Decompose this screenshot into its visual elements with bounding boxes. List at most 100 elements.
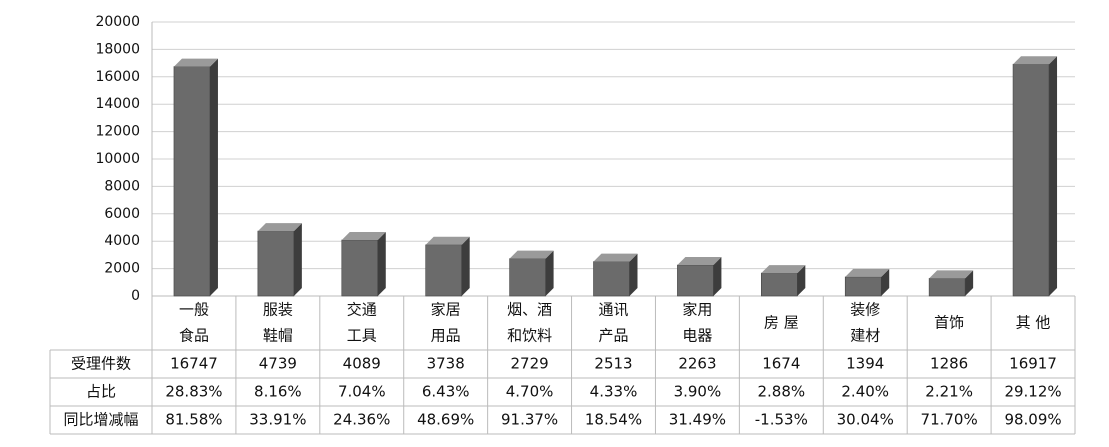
- y-tick-label: 12000: [95, 124, 140, 140]
- table-cell: 81.58%: [165, 411, 222, 429]
- table-cell: 6.43%: [422, 383, 470, 401]
- x-tick-label: 家居: [431, 301, 461, 319]
- x-tick-label: 交通: [347, 301, 377, 319]
- bar-top: [341, 231, 386, 240]
- table-cell: 91.37%: [501, 411, 558, 429]
- table-cell: 24.36%: [333, 411, 390, 429]
- bar-top: [509, 250, 554, 259]
- x-tick-label: 烟、酒: [507, 301, 552, 319]
- x-tick-label: 鞋帽: [263, 327, 293, 345]
- table-cell: 8.16%: [254, 383, 302, 401]
- bar-top: [173, 58, 218, 67]
- y-tick-label: 18000: [95, 41, 140, 57]
- bar-side: [377, 231, 386, 296]
- bar-side: [293, 223, 302, 296]
- x-tick-label: 一般: [179, 301, 209, 319]
- table-cell: 2.88%: [757, 383, 805, 401]
- table-cell: 28.83%: [165, 383, 222, 401]
- table-cell: 16747: [170, 355, 218, 373]
- bar-top: [257, 223, 302, 232]
- table-cell: 1286: [930, 355, 968, 373]
- row-label: 受理件数: [71, 355, 131, 373]
- x-tick-label: 建材: [850, 327, 880, 345]
- table-cell: 31.49%: [669, 411, 726, 429]
- bar: [257, 230, 295, 297]
- bar-side: [461, 236, 470, 296]
- x-tick-label: 用品: [431, 327, 461, 345]
- bar: [761, 272, 798, 297]
- table-cell: 2513: [594, 355, 632, 373]
- table-cell: 2729: [510, 355, 548, 373]
- table-cell: 1394: [846, 355, 884, 373]
- x-tick-label: 通讯: [598, 301, 628, 319]
- bar: [928, 278, 966, 297]
- bar: [341, 239, 379, 297]
- bar-top: [845, 268, 890, 277]
- bar-side: [209, 58, 218, 296]
- table-cell: 1674: [762, 355, 800, 373]
- bar-top: [761, 265, 806, 274]
- x-tick-label: 服装: [263, 301, 293, 319]
- x-tick-label: 首饰: [934, 314, 964, 332]
- table-cell: 18.54%: [585, 411, 642, 429]
- bar-top: [1013, 56, 1058, 65]
- y-tick-label: 10000: [95, 151, 140, 167]
- x-tick-label: 房 屋: [764, 314, 799, 332]
- row-label: 占比: [86, 383, 116, 401]
- table-cell: 4739: [259, 355, 297, 373]
- table-cell: 3.90%: [674, 383, 722, 401]
- y-tick-label: 4000: [104, 233, 140, 249]
- table-cell: -1.53%: [755, 411, 808, 429]
- bar-side: [629, 253, 638, 296]
- bar: [425, 244, 462, 297]
- bar-side: [713, 256, 722, 296]
- y-tick-label: 16000: [95, 69, 140, 85]
- bar: [509, 258, 546, 297]
- y-tick-label: 2000: [104, 261, 140, 277]
- table-cell: 2.40%: [841, 383, 889, 401]
- table-cell: 71.70%: [921, 411, 978, 429]
- y-tick-label: 0: [131, 288, 140, 304]
- table-cell: 2.21%: [925, 383, 973, 401]
- table-cell: 16917: [1009, 355, 1057, 373]
- table-cell: 3738: [427, 355, 465, 373]
- x-tick-label: 产品: [598, 327, 628, 345]
- table-cell: 30.04%: [837, 411, 894, 429]
- bar-top: [677, 256, 722, 265]
- table-cell: 4.33%: [590, 383, 638, 401]
- row-label: 同比增减幅: [63, 411, 138, 429]
- x-tick-label: 其 他: [1016, 314, 1051, 332]
- table-cell: 2263: [678, 355, 716, 373]
- table-cell: 4.70%: [506, 383, 554, 401]
- bar: [844, 276, 882, 297]
- y-tick-label: 14000: [95, 96, 140, 112]
- x-tick-label: 电器: [682, 327, 712, 345]
- table-cell: 4089: [343, 355, 381, 373]
- bar: [593, 261, 630, 297]
- x-tick-label: 和饮料: [507, 327, 552, 345]
- bar-side: [797, 265, 806, 296]
- bar-side: [881, 268, 890, 296]
- y-tick-label: 20000: [95, 14, 140, 30]
- table-cell: 48.69%: [417, 411, 474, 429]
- y-tick-label: 6000: [104, 206, 140, 222]
- bar-side: [545, 250, 554, 296]
- bar: [173, 66, 211, 297]
- x-tick-label: 工具: [347, 327, 377, 345]
- bar-top: [425, 236, 470, 245]
- x-tick-label: 食品: [179, 327, 209, 345]
- bar-side: [965, 270, 974, 296]
- x-tick-label: 家用: [682, 301, 712, 319]
- bar: [1012, 63, 1050, 297]
- bar-side: [1049, 56, 1058, 297]
- bar: [677, 264, 714, 297]
- table-cell: 7.04%: [338, 383, 386, 401]
- table-cell: 33.91%: [249, 411, 306, 429]
- x-tick-label: 装修: [850, 301, 880, 319]
- y-tick-label: 8000: [104, 178, 140, 194]
- table-cell: 98.09%: [1004, 411, 1061, 429]
- table-cell: 29.12%: [1004, 383, 1061, 401]
- bar-top: [593, 253, 638, 262]
- bar-top: [929, 270, 974, 279]
